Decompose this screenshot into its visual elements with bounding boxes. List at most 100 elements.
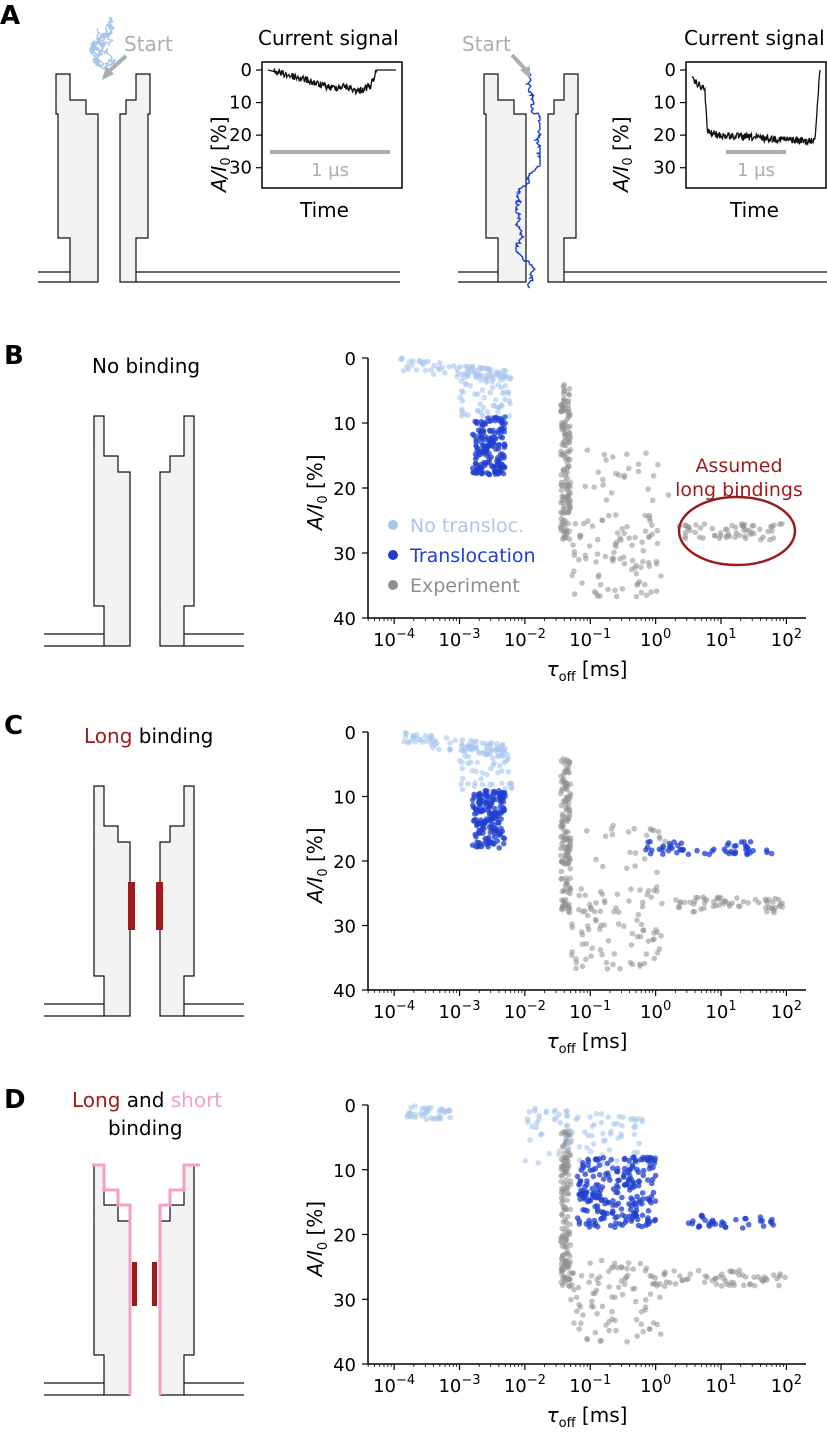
scatter-point-experiment bbox=[634, 917, 640, 923]
panel-a-left-start-arrow bbox=[106, 54, 128, 74]
y-axis-label: A/I0 [%] bbox=[303, 454, 331, 532]
panel-a-right-time-label: Time bbox=[729, 198, 779, 222]
scatter-point-experiment bbox=[564, 1275, 570, 1281]
scatter-point-experiment bbox=[710, 899, 717, 905]
scatter-point-notransloc bbox=[450, 363, 457, 369]
scatter-point-experiment bbox=[724, 526, 731, 533]
scatter-point-notransloc bbox=[430, 371, 437, 377]
scatter-point-translocation bbox=[711, 846, 717, 853]
scatter-point-experiment bbox=[700, 535, 706, 541]
pore-wall-left bbox=[93, 785, 131, 1017]
panel-a-right-start-label: Start bbox=[462, 32, 511, 56]
scale-bar-label: 1 µs bbox=[311, 160, 349, 181]
scatter-point-notransloc bbox=[491, 403, 498, 409]
scatter-point-experiment bbox=[582, 892, 588, 899]
scatter-point-experiment bbox=[693, 894, 699, 901]
scatter-point-translocation bbox=[647, 838, 653, 845]
scatter-point-notransloc bbox=[600, 1138, 607, 1144]
scatter-point-notransloc bbox=[473, 738, 480, 744]
scatter-point-translocation bbox=[497, 790, 504, 797]
scatter-point-experiment bbox=[567, 456, 573, 463]
scatter-point-experiment bbox=[681, 899, 688, 906]
scatter-point-experiment bbox=[603, 959, 610, 966]
panel-b-caption: No binding bbox=[92, 354, 200, 378]
scatter-point-experiment bbox=[615, 1284, 622, 1290]
scatter-point-experiment bbox=[631, 1285, 638, 1292]
scatter-point-notransloc bbox=[569, 1129, 575, 1136]
scatter-point-translocation bbox=[492, 414, 499, 421]
scatter-point-notransloc bbox=[508, 780, 515, 787]
scatter-point-experiment bbox=[593, 918, 599, 924]
scatter-point-experiment bbox=[558, 487, 565, 494]
scatter-point-notransloc bbox=[484, 409, 491, 415]
scatter-point-experiment bbox=[719, 1271, 725, 1277]
ytick-label: 20 bbox=[333, 852, 356, 873]
scatter-point-experiment bbox=[772, 895, 779, 902]
scatter-point-notransloc bbox=[410, 358, 416, 364]
scatter-point-experiment bbox=[632, 534, 638, 541]
inset-ytick-label: 20 bbox=[229, 125, 252, 146]
scatter-point-experiment bbox=[659, 900, 665, 907]
scatter-point-notransloc bbox=[627, 1116, 634, 1122]
scatter-point-experiment bbox=[729, 900, 735, 907]
scatter-point-translocation bbox=[580, 1207, 586, 1213]
scatter-point-notransloc bbox=[405, 739, 411, 745]
scatter-point-experiment bbox=[627, 849, 633, 856]
scatter-point-experiment bbox=[558, 1195, 565, 1201]
scatter-point-translocation bbox=[612, 1214, 618, 1221]
ytick-label: 20 bbox=[333, 1226, 356, 1247]
scatter-point-experiment bbox=[603, 457, 609, 463]
scatter-point-experiment bbox=[643, 450, 649, 457]
scatter-point-experiment bbox=[665, 492, 672, 498]
scatter-point-notransloc bbox=[498, 373, 504, 380]
scatter-point-experiment bbox=[702, 1273, 709, 1279]
scatter-point-notransloc bbox=[436, 366, 443, 373]
scatter-point-experiment bbox=[566, 385, 573, 392]
scatter-point-experiment bbox=[563, 875, 569, 881]
scatter-point-experiment bbox=[576, 556, 582, 563]
scatter-point-experiment bbox=[598, 1257, 605, 1264]
scatter-point-translocation bbox=[669, 845, 675, 851]
scatter-point-notransloc bbox=[598, 1119, 605, 1126]
scatter-point-notransloc bbox=[459, 765, 466, 772]
scatter-point-notransloc bbox=[606, 1147, 613, 1153]
scatter-point-translocation bbox=[486, 427, 493, 434]
xtick-label: 10−3 bbox=[438, 627, 480, 651]
panel-c-long-binding-site-left bbox=[128, 882, 135, 930]
xtick-label: 10−3 bbox=[438, 999, 480, 1023]
scatter-point-notransloc bbox=[432, 741, 438, 748]
scatter-point-translocation bbox=[496, 845, 503, 851]
scatter-point-experiment bbox=[559, 1211, 565, 1217]
panel-a-right-start-arrow bbox=[510, 53, 528, 72]
panel-b-annotation-ellipse bbox=[677, 495, 797, 567]
scatter-point-experiment bbox=[561, 779, 568, 786]
scatter-point-experiment bbox=[617, 556, 623, 562]
scatter-point-experiment bbox=[647, 1291, 654, 1297]
scatter-point-experiment bbox=[654, 950, 661, 956]
legend: No transloc. Translocation Experiment bbox=[388, 515, 536, 597]
scatter-point-translocation bbox=[497, 415, 503, 422]
scatter-point-translocation bbox=[631, 1154, 637, 1160]
scatter-point-experiment bbox=[614, 530, 621, 536]
scatter-point-notransloc bbox=[565, 1139, 572, 1146]
scatter-point-experiment bbox=[737, 903, 743, 910]
scatter-point-notransloc bbox=[465, 363, 471, 370]
scatter-point-notransloc bbox=[487, 389, 494, 396]
scatter-point-translocation bbox=[694, 847, 700, 854]
scatter-point-notransloc bbox=[631, 1149, 637, 1156]
scatter-point-notransloc bbox=[408, 1104, 415, 1111]
scatter-point-translocation bbox=[469, 797, 476, 803]
scatter-point-notransloc bbox=[522, 1158, 529, 1164]
panel-d-short-binding-surface-left bbox=[92, 1163, 132, 1395]
ytick-label: 40 bbox=[333, 981, 356, 1002]
scatter-point-notransloc bbox=[422, 1105, 428, 1111]
scatter-point-notransloc bbox=[415, 736, 422, 743]
scatter-point-translocation bbox=[473, 461, 479, 467]
scatter-point-translocation bbox=[621, 1156, 628, 1163]
y-axis-label: A/I0 [%] bbox=[303, 1201, 331, 1279]
scatter-point-notransloc bbox=[479, 365, 486, 371]
scatter-point-notransloc bbox=[479, 769, 486, 776]
scatter-point-notransloc bbox=[483, 741, 489, 747]
scatter-point-experiment bbox=[559, 1200, 565, 1206]
scatter-point-experiment bbox=[584, 1336, 591, 1343]
